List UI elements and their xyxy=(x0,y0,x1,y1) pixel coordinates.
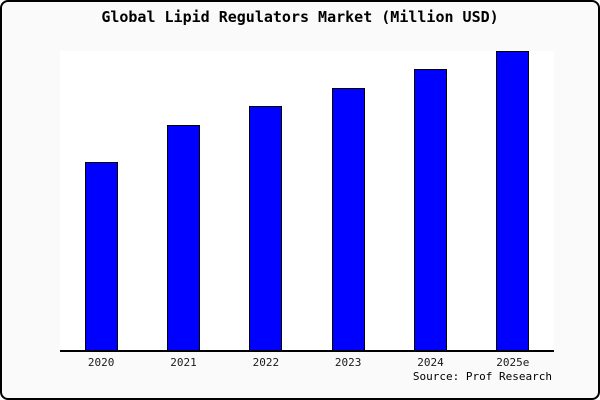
source-label: Source: Prof Research xyxy=(412,370,552,383)
x-tick-label-2021: 2021 xyxy=(170,356,197,369)
x-axis-ticks: 2020 2021 2022 2023 2024 2025e xyxy=(60,356,554,371)
x-tick-label-2023: 2023 xyxy=(334,356,362,369)
bar-2020 xyxy=(84,162,118,350)
x-tick-label-2025e: 2025e xyxy=(496,356,530,369)
bar-2022 xyxy=(249,106,283,350)
bar-2023 xyxy=(331,88,365,350)
bar-2024 xyxy=(414,69,447,350)
x-tick-label-2020: 2020 xyxy=(87,356,115,369)
x-tick-label-2022: 2022 xyxy=(252,356,280,369)
x-tick-label-2024: 2024 xyxy=(417,356,444,369)
chart-title: Global Lipid Regulators Market (Million … xyxy=(101,8,499,26)
bar-2025e xyxy=(496,51,530,350)
plot-area xyxy=(60,51,554,352)
bar-2021 xyxy=(167,125,200,350)
